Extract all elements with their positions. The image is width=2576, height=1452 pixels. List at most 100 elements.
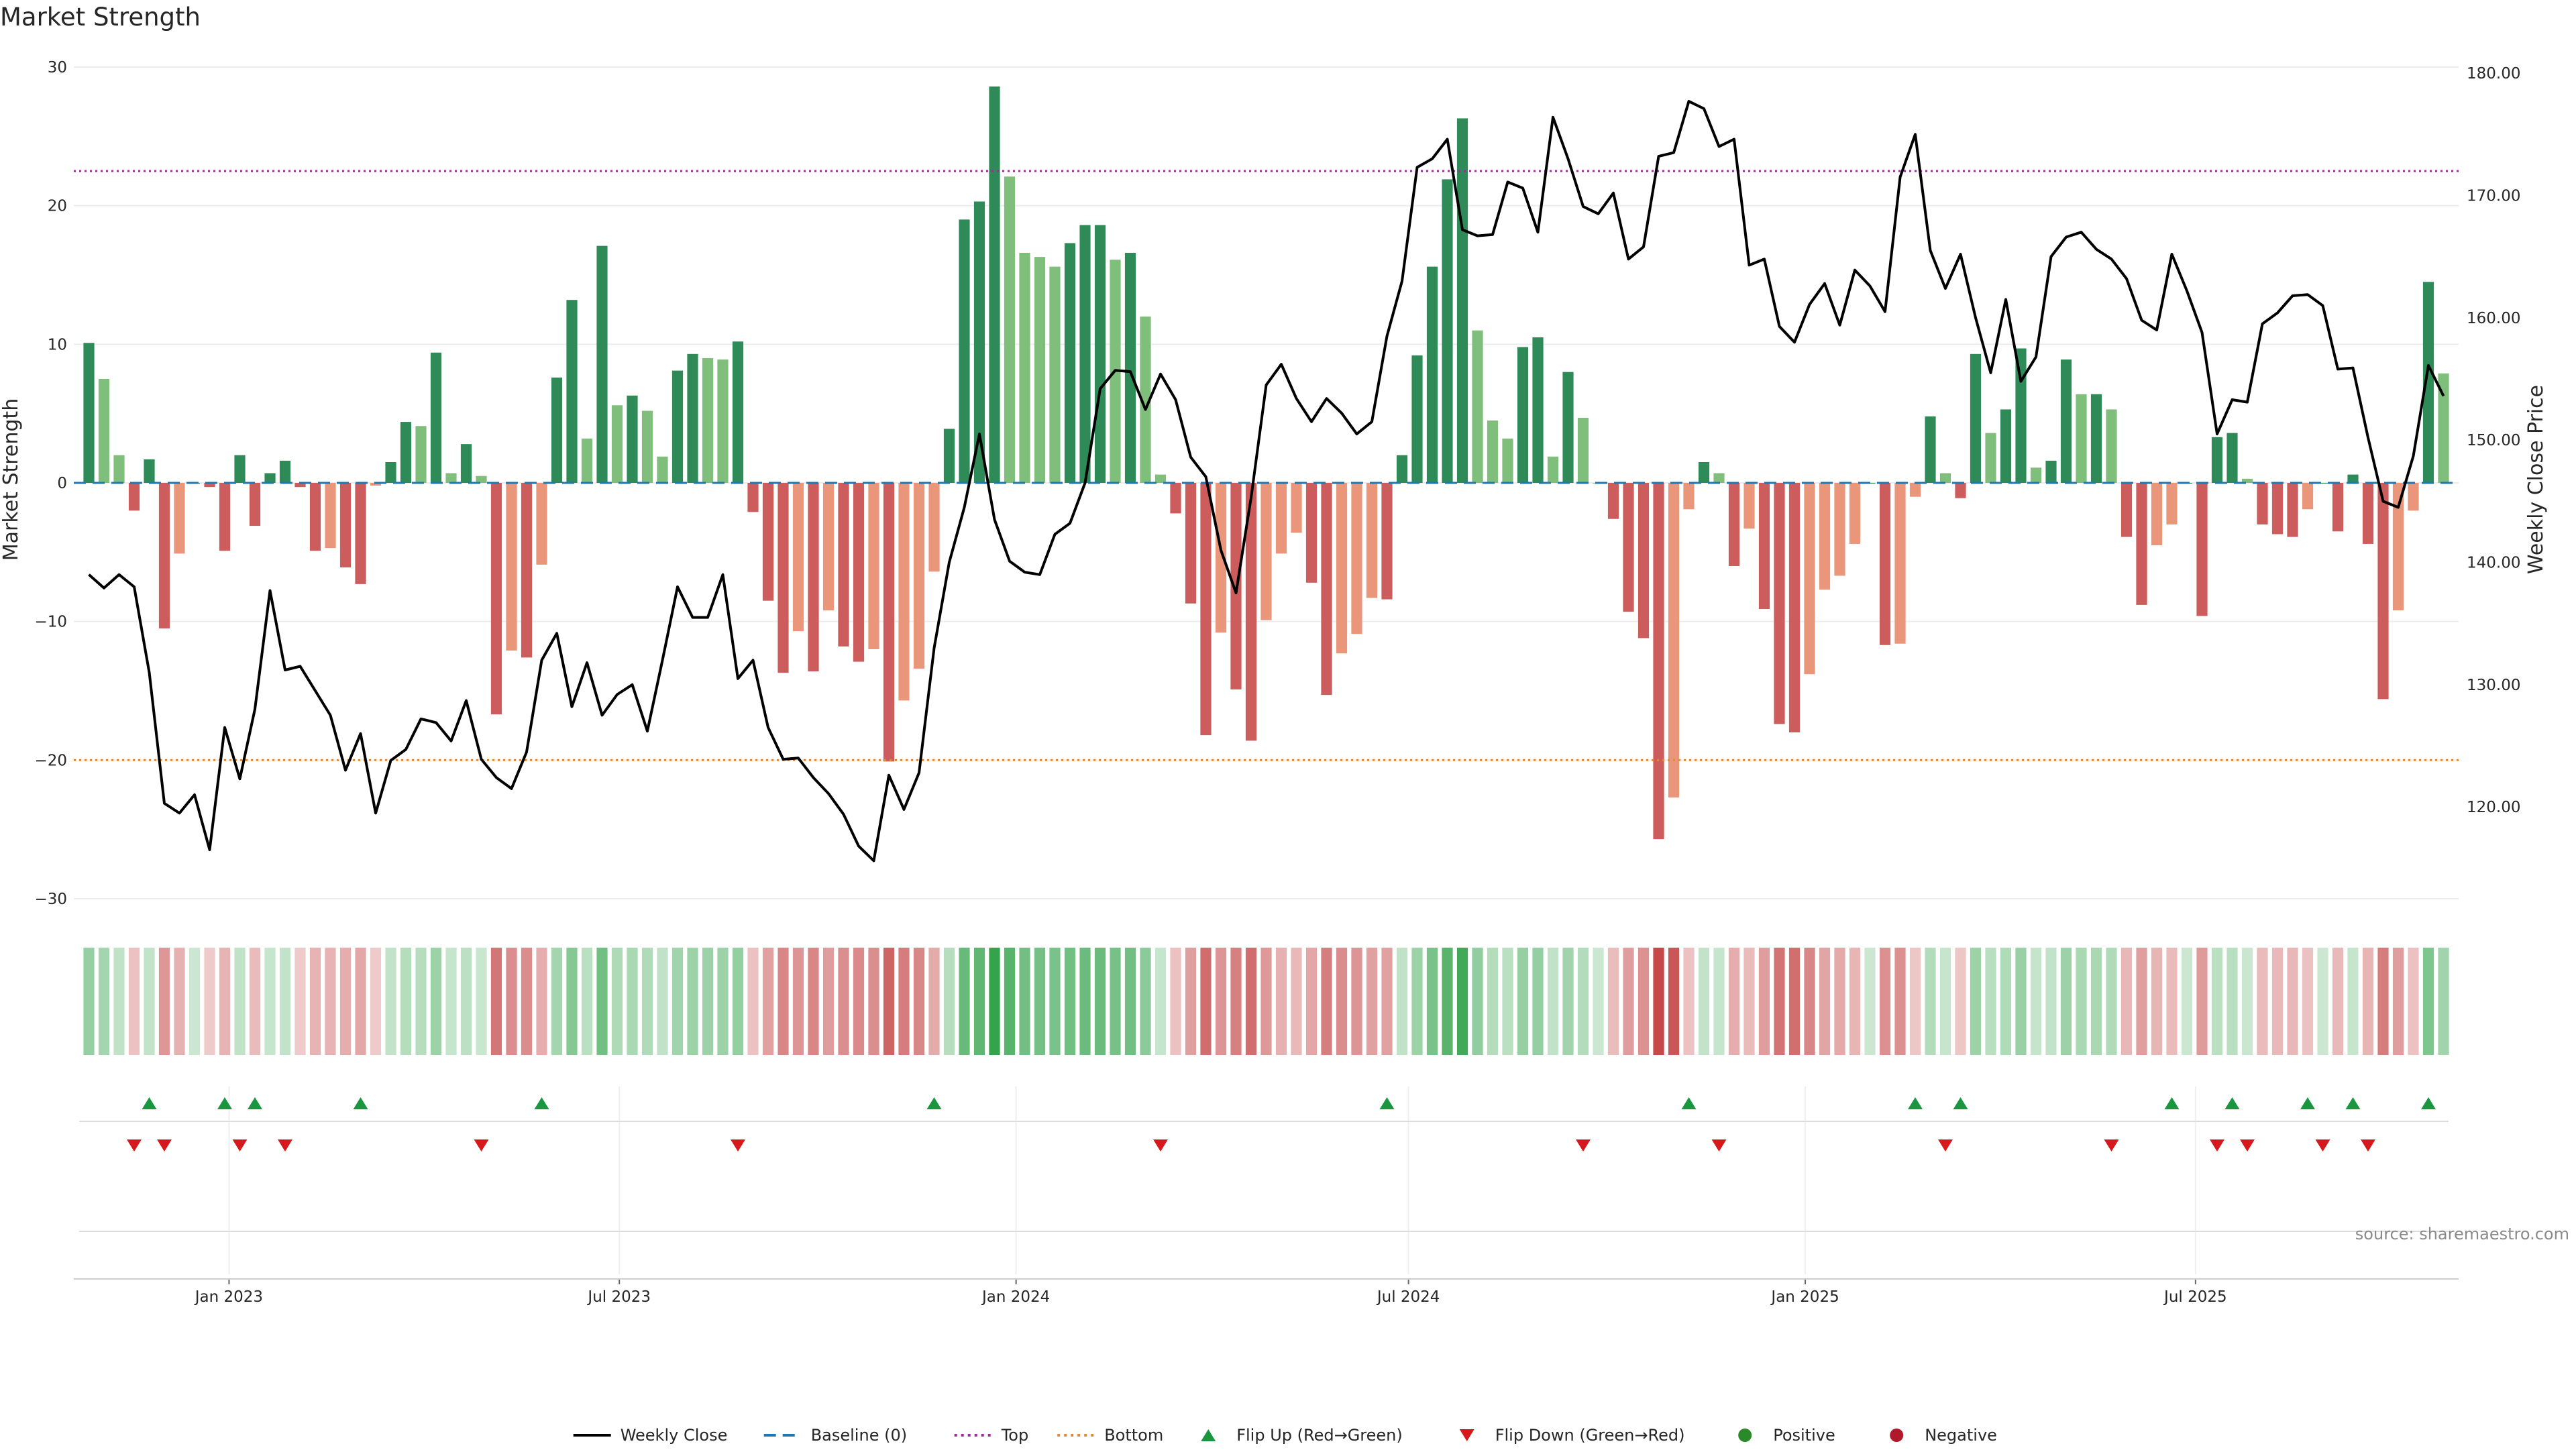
flip-up-marker (926, 1097, 942, 1109)
strength-bar (1487, 421, 1499, 483)
heat-cell (1985, 948, 1996, 1055)
heat-cell (2166, 948, 2178, 1055)
flip-down-marker (1938, 1139, 1953, 1152)
strength-bar (1094, 225, 1106, 483)
strength-bar (1049, 266, 1061, 483)
strength-bar (1562, 372, 1574, 483)
flip-markers (127, 1097, 2436, 1152)
heat-cell (732, 948, 744, 1055)
strength-bar (838, 483, 849, 647)
heat-cell (717, 948, 729, 1055)
heat-cell (1245, 948, 1257, 1055)
grid-layer (74, 66, 2459, 1274)
heat-cell (279, 948, 291, 1055)
strength-bar (762, 483, 774, 601)
y-tick-label: −10 (34, 614, 67, 631)
weekly-close-line (88, 100, 2445, 862)
heat-cell (2030, 948, 2042, 1055)
strength-bar (551, 377, 563, 483)
heat-cell (189, 948, 201, 1055)
strength-bar (83, 343, 95, 483)
heat-cell (113, 948, 125, 1055)
flip-down-marker (2361, 1139, 2375, 1152)
heat-cell (762, 948, 774, 1055)
heat-cell (1713, 948, 1725, 1055)
y2-tick-label: 150.00 (2467, 432, 2520, 449)
heat-cell (2317, 948, 2328, 1055)
heat-cell (913, 948, 925, 1055)
strength-bar (430, 352, 442, 483)
heat-cell (1577, 948, 1589, 1055)
price-layer (88, 100, 2445, 862)
heat-cell (476, 948, 487, 1055)
heat-cell (1305, 948, 1318, 1055)
flip-down-marker (1576, 1139, 1591, 1152)
flip-up-marker (1681, 1097, 1697, 1109)
heat-cell (234, 948, 246, 1055)
heat-cell (158, 948, 170, 1055)
x-tick-label: Jan 2025 (1770, 1288, 1839, 1306)
strength-bar (309, 483, 321, 551)
strength-bar (1275, 483, 1287, 554)
heat-cell (1819, 948, 1831, 1055)
strength-bar (1185, 483, 1197, 604)
heat-cell (1291, 948, 1302, 1055)
strength-bar (1170, 483, 1181, 514)
strength-bar (777, 483, 789, 673)
strength-bar (2392, 483, 2404, 611)
strength-bar (672, 370, 684, 483)
strength-bar (128, 483, 140, 511)
strength-bar (2226, 433, 2238, 483)
heat-cell (1230, 948, 1242, 1055)
flip-up-marker (248, 1097, 262, 1109)
heat-cell (521, 948, 533, 1055)
strength-bar (853, 483, 865, 662)
strength-bar (1064, 243, 1076, 483)
heat-cell (1607, 948, 1619, 1055)
strength-bar (627, 395, 638, 483)
strength-bar (1683, 483, 1695, 510)
heat-cell (551, 948, 563, 1055)
heat-cell (2015, 948, 2027, 1055)
heat-cell (1275, 948, 1287, 1055)
y-axis-title: Market Strength (0, 398, 23, 561)
chart-title: Market Strength (0, 3, 201, 32)
legend-label: Negative (1925, 1426, 1997, 1445)
strength-bar (1336, 483, 1348, 654)
heat-cell (883, 948, 895, 1055)
heat-cell (144, 948, 155, 1055)
strength-bar (1970, 353, 1982, 483)
legend-label: Weekly Close (621, 1426, 728, 1445)
legend-swatch (1459, 1429, 1474, 1441)
legend-item: Bottom (1057, 1426, 1163, 1445)
flip-up-marker (2224, 1097, 2240, 1109)
heat-cell (1200, 948, 1212, 1055)
heat-cell (1834, 948, 1845, 1055)
heat-cell (1110, 948, 1121, 1055)
strength-bar (2000, 409, 2012, 483)
strength-bar (2438, 373, 2449, 483)
heat-cell (1698, 948, 1710, 1055)
strength-bar (883, 483, 895, 762)
legend: Weekly Close Baseline (0) Top Bottom Flip Up… (573, 1426, 1997, 1445)
heat-cell (1925, 948, 1936, 1055)
legend-label: Bottom (1104, 1426, 1163, 1445)
heat-cell (1849, 948, 1861, 1055)
heat-cell (2181, 948, 2193, 1055)
flip-up-marker (1908, 1097, 1923, 1109)
heat-cell (777, 948, 789, 1055)
strength-bar (1774, 483, 1785, 724)
strength-bar (1939, 473, 1951, 483)
strength-bar (2166, 483, 2178, 524)
strength-bar (98, 379, 110, 483)
strength-bar (2060, 359, 2072, 483)
heat-cell (83, 948, 95, 1055)
heat-cell (385, 948, 396, 1055)
strength-bar (1713, 473, 1725, 483)
strength-bar (1653, 483, 1664, 840)
heat-cell (1774, 948, 1785, 1055)
strength-bar (2136, 483, 2147, 605)
strength-bar (400, 422, 412, 483)
flip-down-marker (2104, 1139, 2119, 1152)
